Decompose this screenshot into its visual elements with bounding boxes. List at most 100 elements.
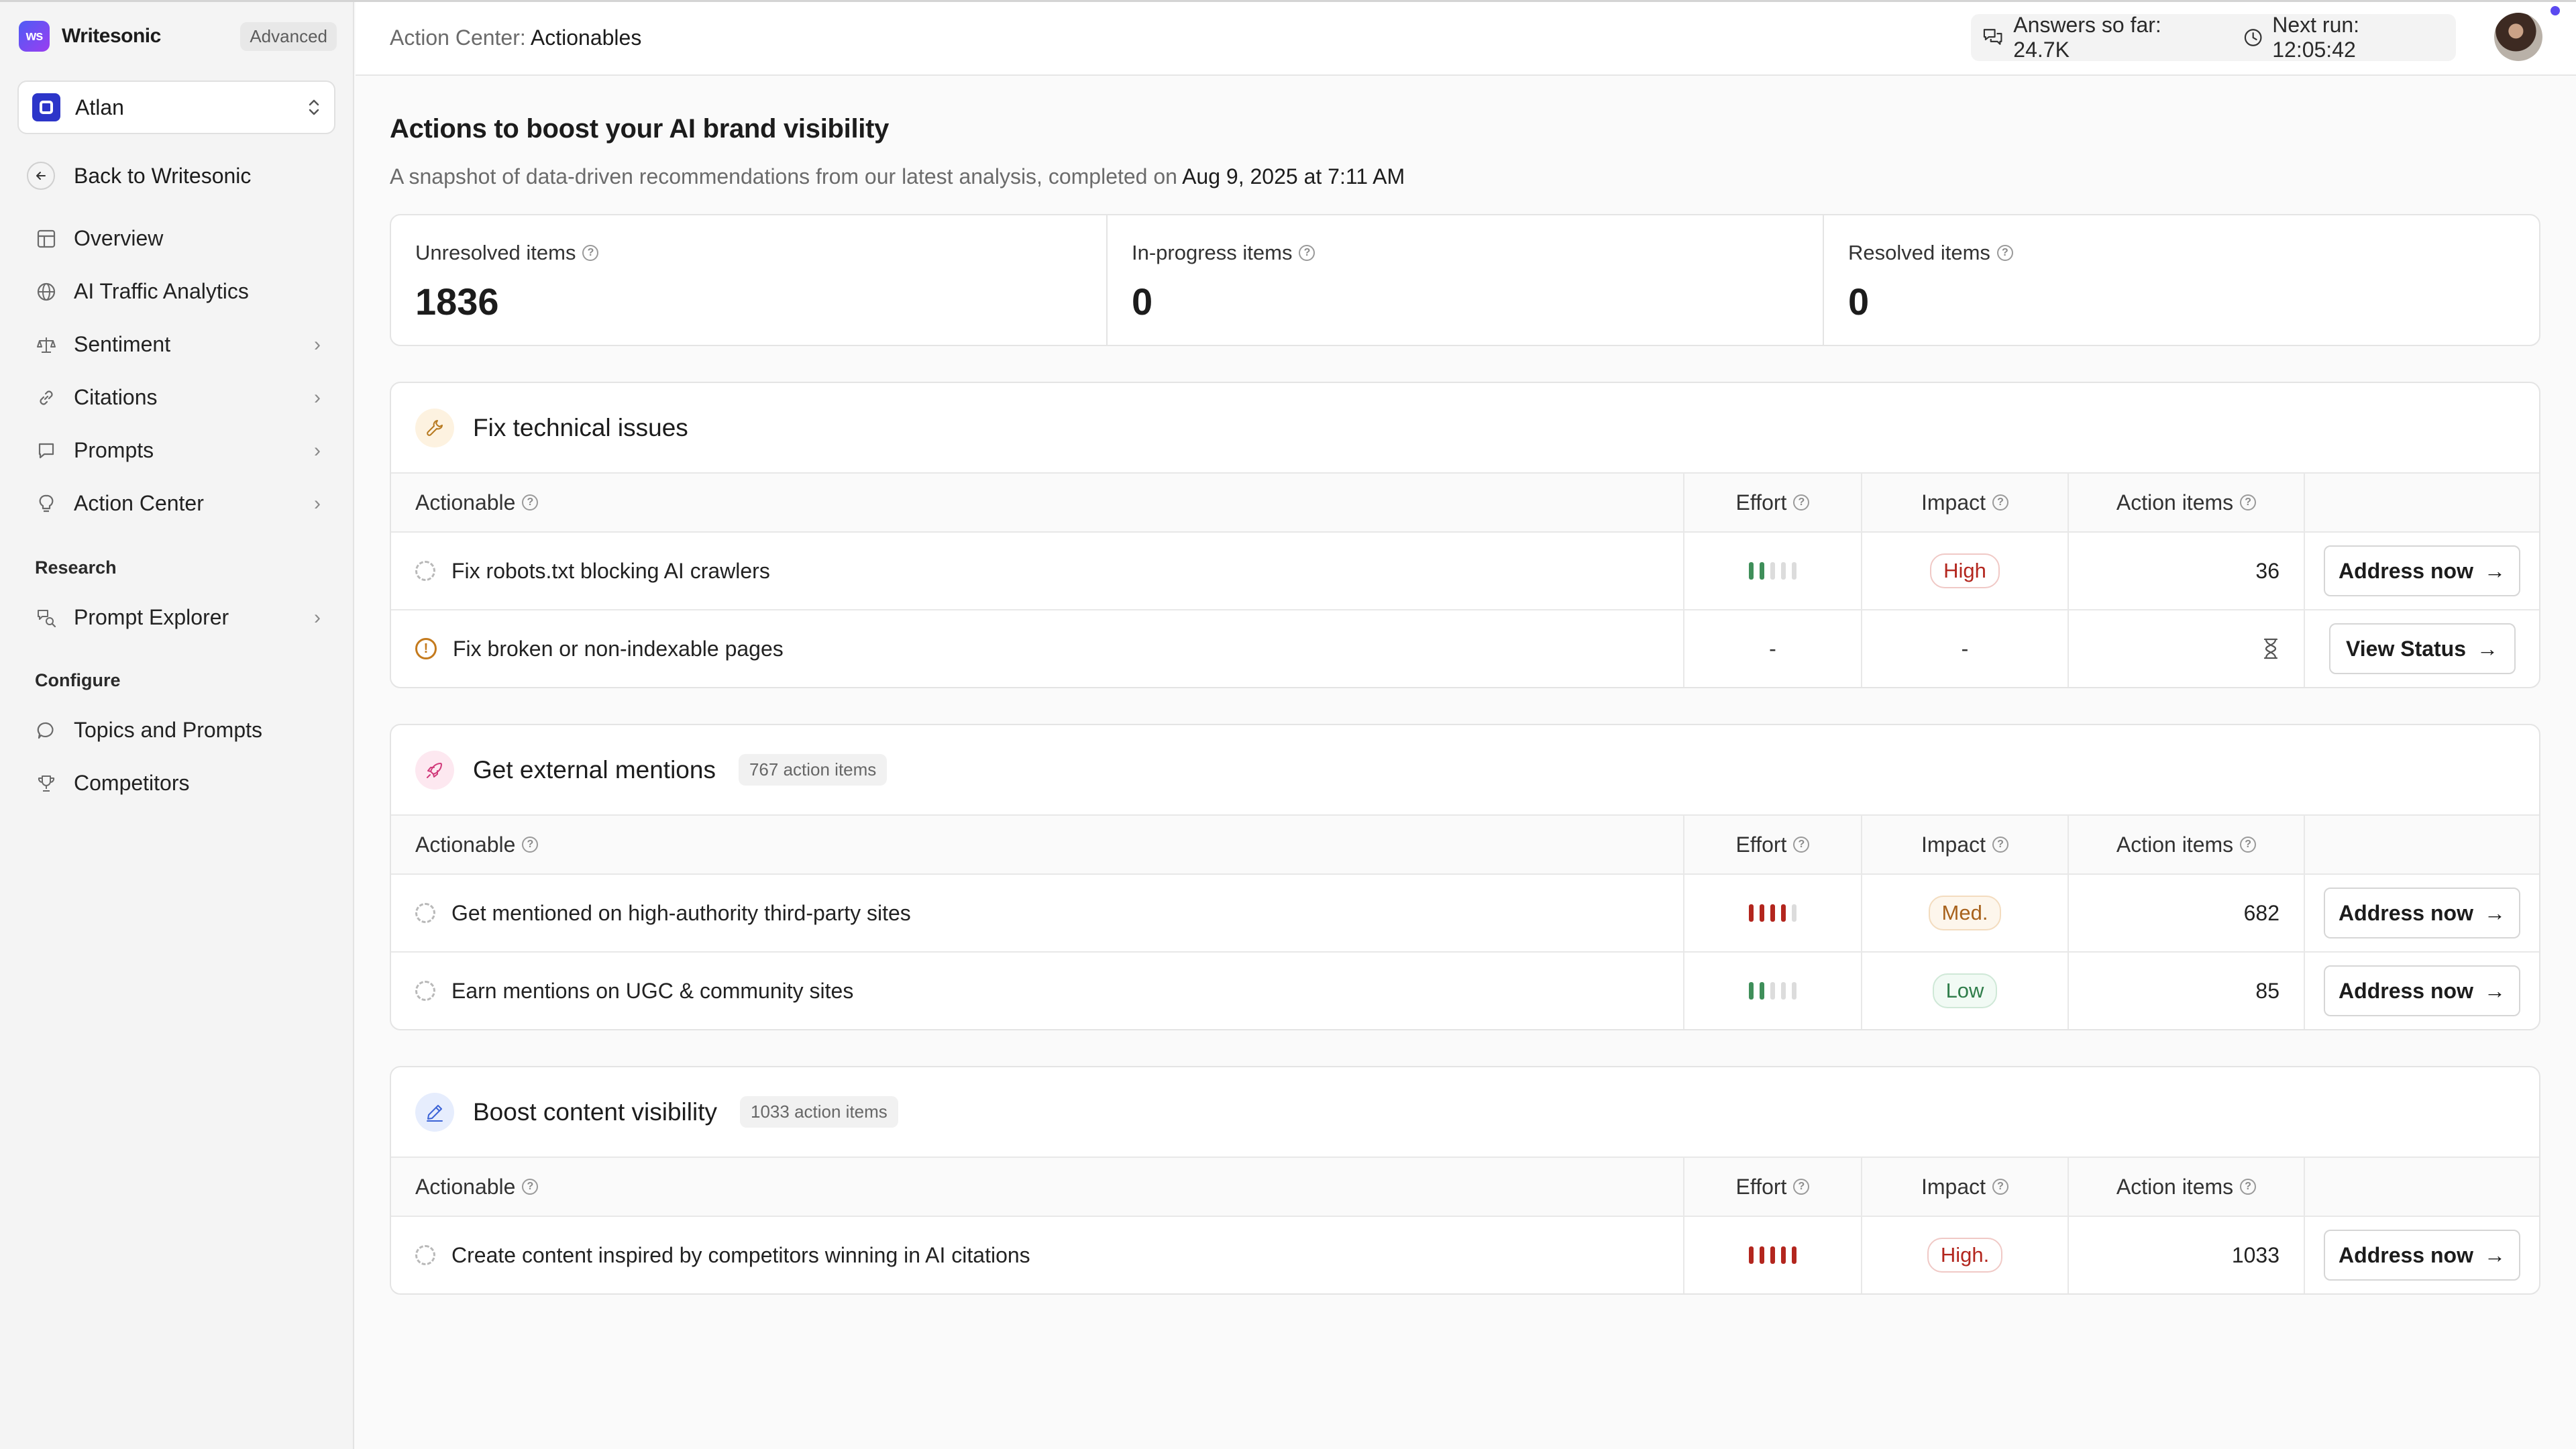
pending-status-icon	[415, 1245, 435, 1265]
help-icon[interactable]: ?	[1992, 1179, 2009, 1195]
help-icon[interactable]: ?	[1996, 245, 2013, 261]
help-icon[interactable]: ?	[582, 245, 599, 261]
effort-bar	[1770, 1246, 1775, 1264]
plan-badge: Advanced	[240, 21, 337, 51]
section-boost-content-visibility: Boost content visibility 1033 action ite…	[390, 1066, 2540, 1295]
col-effort: Effort	[1735, 832, 1787, 857]
nav-section-configure: Configure	[35, 670, 121, 690]
col-effort: Effort	[1735, 1174, 1787, 1199]
effort-meter	[1749, 1246, 1796, 1264]
sidebar-item-sentiment[interactable]: Sentiment ›	[17, 318, 335, 371]
sidebar-item-citations[interactable]: Citations ›	[17, 371, 335, 424]
arrow-right-icon: →	[2477, 636, 2499, 661]
pending-status-icon	[415, 981, 435, 1001]
effort-bar	[1781, 982, 1786, 1000]
arrow-right-icon: →	[2483, 1242, 2506, 1267]
help-icon[interactable]: ?	[522, 1179, 539, 1195]
effort-bar	[1760, 562, 1764, 580]
button-label: Address now	[2339, 1242, 2473, 1267]
sidebar-item-label: Sentiment	[74, 332, 171, 356]
answers-count: Answers so far: 24.7K	[1982, 13, 2219, 62]
hourglass-icon	[2263, 638, 2278, 659]
effort-bar	[1749, 982, 1754, 1000]
help-icon[interactable]: ?	[2240, 837, 2257, 853]
back-to-writesonic-link[interactable]: Back to Writesonic	[27, 159, 251, 193]
page-title: Actions to boost your AI brand visibilit…	[390, 114, 890, 144]
summary-resolved: Resolved items? 0	[1823, 215, 2539, 345]
section-header: Get external mentions 767 action items	[391, 725, 2539, 814]
sidebar-item-overview[interactable]: Overview	[17, 212, 335, 265]
help-icon[interactable]: ?	[522, 494, 539, 511]
table-row[interactable]: Fix robots.txt blocking AI crawlers High…	[391, 531, 2539, 609]
rocket-icon	[415, 750, 454, 790]
summary-value: 0	[1132, 280, 1153, 323]
view-status-button[interactable]: View Status →	[2328, 623, 2516, 674]
action-items-count: 682	[2243, 900, 2279, 925]
effort-bar	[1792, 904, 1796, 922]
address-now-button[interactable]: Address now →	[2324, 888, 2520, 938]
section-title: Boost content visibility	[473, 1097, 718, 1126]
configure-nav: Topics and Prompts Competitors	[17, 704, 335, 810]
workspace-selector[interactable]: Atlan	[17, 80, 335, 134]
sidebar-item-topics-and-prompts[interactable]: Topics and Prompts	[17, 704, 335, 757]
sidebar-item-label: Competitors	[74, 771, 190, 795]
trophy-icon	[35, 772, 58, 795]
prompt-explorer-icon	[35, 606, 58, 629]
pending-status-icon	[415, 903, 435, 923]
table-row[interactable]: Earn mentions on UGC & community sites L…	[391, 951, 2539, 1029]
address-now-button[interactable]: Address now →	[2324, 1230, 2520, 1281]
effort-bar	[1781, 562, 1786, 580]
sidebar-item-prompt-explorer[interactable]: Prompt Explorer ›	[17, 591, 335, 644]
actionable-label: Fix robots.txt blocking AI crawlers	[451, 558, 770, 583]
address-now-button[interactable]: Address now →	[2324, 545, 2520, 596]
chevron-right-icon: ›	[314, 606, 321, 629]
col-effort: Effort	[1735, 490, 1787, 515]
globe-icon	[35, 280, 58, 303]
impact-badge: Med.	[1928, 896, 2002, 930]
actionable-label: Fix broken or non-indexable pages	[453, 636, 784, 661]
help-icon[interactable]: ?	[1992, 494, 2009, 511]
sidebar-item-action-center[interactable]: Action Center ›	[17, 477, 335, 530]
impact-empty: -	[1961, 636, 1969, 661]
arrow-right-icon: →	[2483, 900, 2506, 925]
link-icon	[35, 386, 58, 409]
effort-meter	[1749, 982, 1796, 1000]
next-run: Next run: 12:05:42	[2243, 13, 2445, 62]
section-header: Boost content visibility 1033 action ite…	[391, 1067, 2539, 1157]
sidebar-item-label: Overview	[74, 226, 164, 250]
help-icon[interactable]: ?	[1793, 837, 1810, 853]
col-action-items: Action items	[2116, 832, 2234, 857]
effort-bar	[1760, 1246, 1764, 1264]
section-title: Get external mentions	[473, 755, 716, 784]
help-icon[interactable]: ?	[1299, 245, 1316, 261]
col-action-items: Action items	[2116, 490, 2234, 515]
nav-section-research: Research	[35, 557, 117, 578]
help-icon[interactable]: ?	[1992, 837, 2009, 853]
breadcrumb-section: Action Center:	[390, 25, 526, 50]
table-row[interactable]: Get mentioned on high-authority third-pa…	[391, 873, 2539, 951]
summary-label: Unresolved items	[415, 241, 576, 264]
table-row[interactable]: Create content inspired by competitors w…	[391, 1216, 2539, 1293]
workspace-name: Atlan	[75, 95, 124, 119]
help-icon[interactable]: ?	[522, 837, 539, 853]
sidebar-item-ai-traffic-analytics[interactable]: AI Traffic Analytics	[17, 265, 335, 318]
action-items-count: 85	[2255, 978, 2279, 1003]
user-avatar[interactable]	[2494, 13, 2542, 61]
sidebar-item-prompts[interactable]: Prompts ›	[17, 424, 335, 477]
address-now-button[interactable]: Address now →	[2324, 965, 2520, 1016]
sidebar-item-label: AI Traffic Analytics	[74, 279, 249, 303]
effort-bar	[1792, 1246, 1796, 1264]
sidebar-item-competitors[interactable]: Competitors	[17, 757, 335, 810]
chevron-right-icon: ›	[314, 386, 321, 409]
section-title: Fix technical issues	[473, 413, 688, 441]
help-icon[interactable]: ?	[2240, 1179, 2257, 1195]
help-icon[interactable]: ?	[1793, 494, 1810, 511]
help-icon[interactable]: ?	[1793, 1179, 1810, 1195]
pen-icon	[415, 1092, 454, 1132]
wrench-icon	[415, 408, 454, 447]
table-header-row: Actionable? Effort? Impact? Action items…	[391, 472, 2539, 531]
help-icon[interactable]: ?	[2240, 494, 2257, 511]
table-row[interactable]: ! Fix broken or non-indexable pages - - V…	[391, 609, 2539, 687]
action-items-count: 36	[2255, 558, 2279, 583]
impact-badge: High	[1930, 553, 2000, 588]
